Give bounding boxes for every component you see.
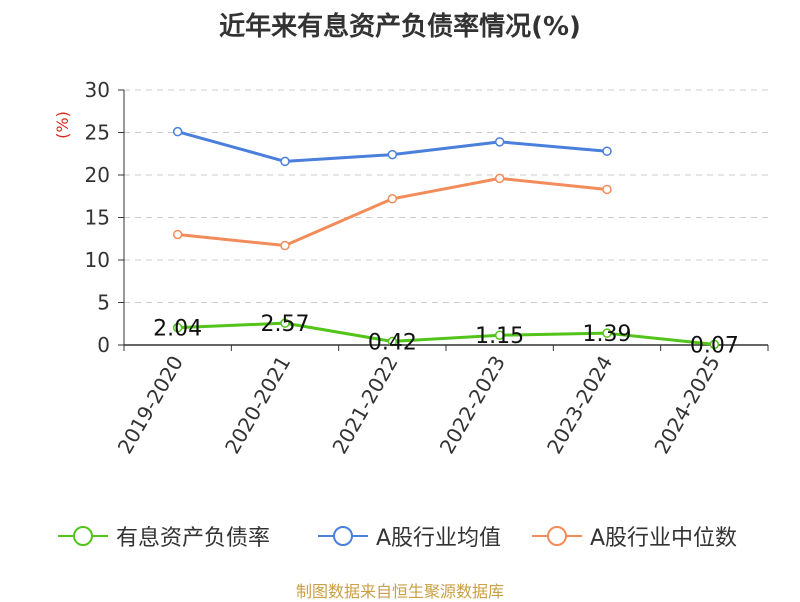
- data-label: 0.07: [690, 333, 739, 358]
- data-point: [602, 146, 612, 156]
- data-point: [280, 156, 290, 167]
- y-tick-label: 10: [85, 248, 110, 272]
- legend-item-industry-mean[interactable]: A股行业均值: [318, 518, 501, 554]
- data-label: 1.15: [475, 324, 524, 349]
- y-axis-label: (%): [53, 111, 72, 139]
- data-point: [602, 184, 612, 195]
- legend-label: 有息资产负债率: [116, 526, 271, 551]
- data-point: [494, 137, 505, 147]
- data-label: 2.57: [261, 312, 310, 337]
- data-label: 1.39: [583, 322, 632, 347]
- data-point: [387, 194, 398, 204]
- x-tick-label: 2019-2020: [113, 352, 188, 458]
- legend-marker-green-icon: [58, 526, 108, 546]
- data-point: [172, 126, 183, 137]
- source-note: 制图数据来自恒生聚源数据库: [295, 582, 504, 601]
- y-tick-label: 30: [85, 78, 110, 102]
- legend-label: A股行业中位数: [590, 526, 738, 551]
- legend-marker-orange-icon: [532, 526, 582, 546]
- legend-item-industry-median[interactable]: A股行业中位数: [532, 518, 737, 554]
- x-tick-label: 2023-2024: [542, 352, 617, 458]
- data-point: [280, 318, 290, 328]
- chart-title: 近年来有息资产负债率情况(%): [219, 12, 581, 42]
- series-line: [177, 321, 715, 346]
- x-tick-label: 2022-2023: [435, 352, 510, 458]
- data-label: 2.04: [153, 317, 202, 342]
- x-tick-label: 2024-2025: [649, 352, 724, 458]
- data-point: [709, 339, 720, 350]
- x-tick-label: 2021-2022: [327, 352, 402, 458]
- y-tick-label: 0: [97, 333, 110, 357]
- data-point: [280, 240, 290, 251]
- y-tick-label: 15: [85, 206, 110, 230]
- data-label: 0.42: [368, 330, 417, 355]
- y-tick-label: 5: [97, 291, 110, 315]
- legend-label: A股行业均值: [376, 526, 502, 551]
- legend-marker-blue-icon: [318, 526, 368, 546]
- data-point: [172, 229, 183, 240]
- y-tick-label: 25: [85, 121, 110, 145]
- legend-item-interest-bearing[interactable]: 有息资产负债率: [58, 518, 270, 554]
- data-point: [494, 173, 505, 184]
- data-point: [387, 149, 398, 160]
- x-tick-label: 2020-2021: [220, 352, 295, 458]
- y-tick-label: 20: [85, 163, 110, 187]
- data-point: [172, 322, 183, 333]
- series-line: [177, 176, 608, 248]
- data-point: [494, 330, 505, 340]
- legend: 有息资产负债率 A股行业均值 A股行业中位数: [0, 518, 800, 554]
- data-point: [602, 328, 612, 338]
- data-point: [387, 336, 398, 347]
